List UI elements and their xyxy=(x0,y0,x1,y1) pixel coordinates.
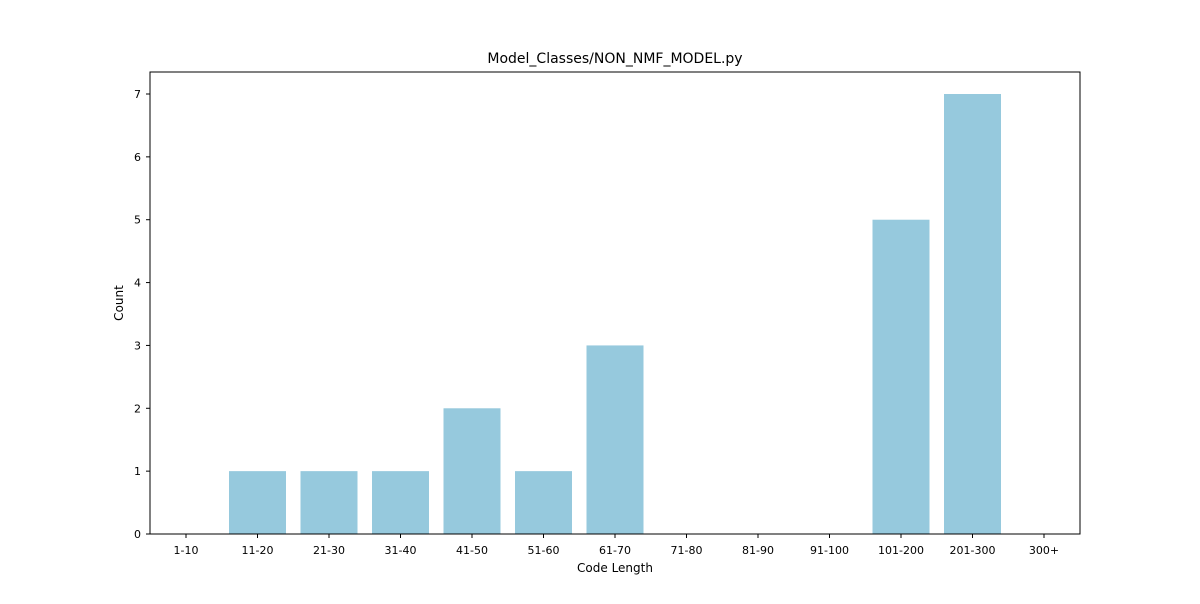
x-tick-label: 61-70 xyxy=(599,544,631,557)
x-tick-label: 1-10 xyxy=(174,544,199,557)
bar-61-70 xyxy=(586,345,644,534)
bar-21-30 xyxy=(300,471,358,534)
chart-title: Model_Classes/NON_NMF_MODEL.py xyxy=(487,51,742,67)
y-axis: 0 1 2 3 4 5 6 7 xyxy=(134,88,150,541)
x-tick-label: 21-30 xyxy=(313,544,345,557)
bars-group xyxy=(229,94,1001,534)
x-tick-label: 300+ xyxy=(1029,544,1059,557)
x-tick-label: 201-300 xyxy=(950,544,996,557)
bar-31-40 xyxy=(372,471,429,534)
y-axis-label: Count xyxy=(112,285,126,321)
bar-51-60 xyxy=(515,471,572,534)
y-tick-label: 5 xyxy=(134,214,141,227)
x-tick-label: 101-200 xyxy=(878,544,924,557)
x-tick-label: 11-20 xyxy=(242,544,274,557)
y-tick-label: 7 xyxy=(134,88,141,101)
bar-101-200 xyxy=(872,219,930,534)
y-tick-label: 6 xyxy=(134,151,141,164)
x-tick-label: 71-80 xyxy=(671,544,703,557)
x-tick-label: 31-40 xyxy=(385,544,417,557)
y-tick-label: 4 xyxy=(134,277,141,290)
y-tick-label: 1 xyxy=(134,465,141,478)
y-tick-label: 3 xyxy=(134,339,141,352)
x-tick-label: 91-100 xyxy=(810,544,849,557)
x-axis: 1-10 11-20 21-30 31-40 41-50 51-60 61-70 71-80 8… xyxy=(174,534,1059,557)
bar-41-50 xyxy=(443,408,501,534)
bar-11-20 xyxy=(229,471,286,534)
y-tick-label: 2 xyxy=(134,402,141,415)
x-tick-label: 41-50 xyxy=(456,544,488,557)
x-tick-label: 81-90 xyxy=(742,544,774,557)
bar-201-300 xyxy=(944,94,1001,534)
x-tick-label: 51-60 xyxy=(528,544,560,557)
y-tick-label: 0 xyxy=(134,528,141,541)
x-axis-label: Code Length xyxy=(577,561,653,575)
